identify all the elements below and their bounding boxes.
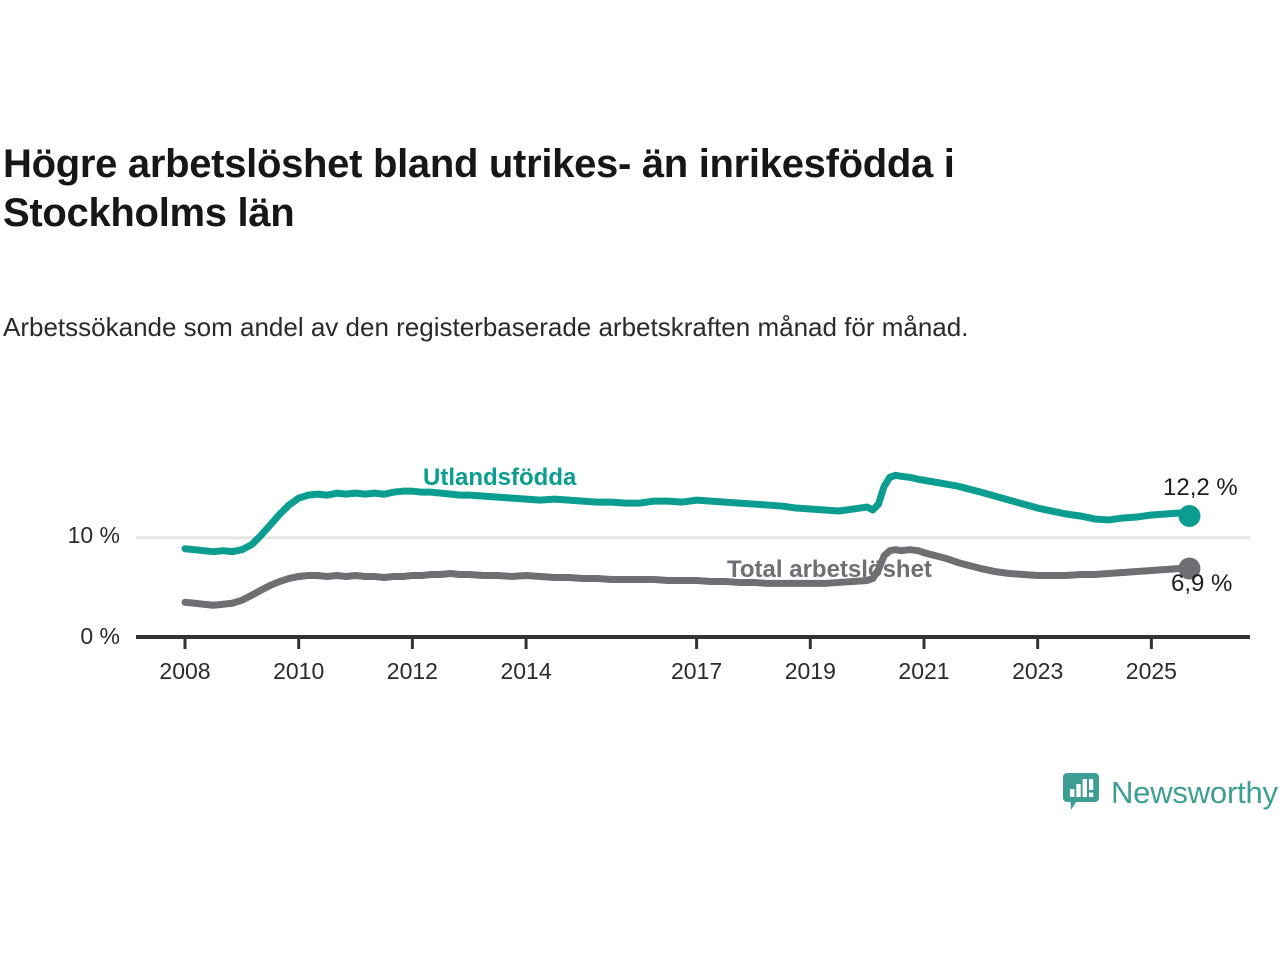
x-axis-label-2021: 2021 bbox=[898, 658, 950, 684]
newsworthy-wordmark: Newsworthy bbox=[1111, 774, 1278, 810]
series-end-dot-total bbox=[1178, 557, 1201, 580]
x-axis-label-2012: 2012 bbox=[386, 658, 438, 684]
series-end-dot-utlandsfodda bbox=[1178, 504, 1201, 527]
chart-plot-area bbox=[0, 430, 1280, 690]
bar-chart-speech-bubble-icon bbox=[1063, 773, 1099, 810]
y-axis-tick-10: 10 % bbox=[67, 522, 120, 548]
series-label-total: Total arbetslöshet bbox=[727, 556, 932, 583]
line-chart-svg bbox=[136, 471, 1250, 649]
x-axis-label-2014: 2014 bbox=[500, 658, 552, 684]
end-value-utlandsfodda: 12,2 % bbox=[1163, 474, 1238, 501]
chart-subtitle: Arbetssökande som andel av den registerb… bbox=[3, 312, 969, 342]
series-line-total bbox=[181, 546, 1193, 609]
y-axis-tick-0: 0 % bbox=[80, 623, 120, 649]
page-title: Högre arbetslöshet bland utrikes- än inr… bbox=[3, 142, 955, 235]
newsworthy-logo[interactable]: Newsworthy bbox=[1062, 772, 1278, 812]
x-axis-label-2023: 2023 bbox=[1012, 658, 1064, 684]
series-line-utlandsfodda bbox=[181, 471, 1193, 556]
series-label-utlandsfodda: Utlandsfödda bbox=[423, 464, 577, 491]
x-axis-label-2010: 2010 bbox=[273, 658, 325, 684]
x-axis-label-2019: 2019 bbox=[784, 658, 836, 684]
x-axis-label-2025: 2025 bbox=[1125, 658, 1177, 684]
x-axis-label-2017: 2017 bbox=[671, 658, 723, 684]
x-axis-tick-marks bbox=[183, 637, 1153, 649]
end-value-total: 6,9 % bbox=[1171, 570, 1233, 597]
x-axis-label-2008: 2008 bbox=[159, 658, 211, 684]
